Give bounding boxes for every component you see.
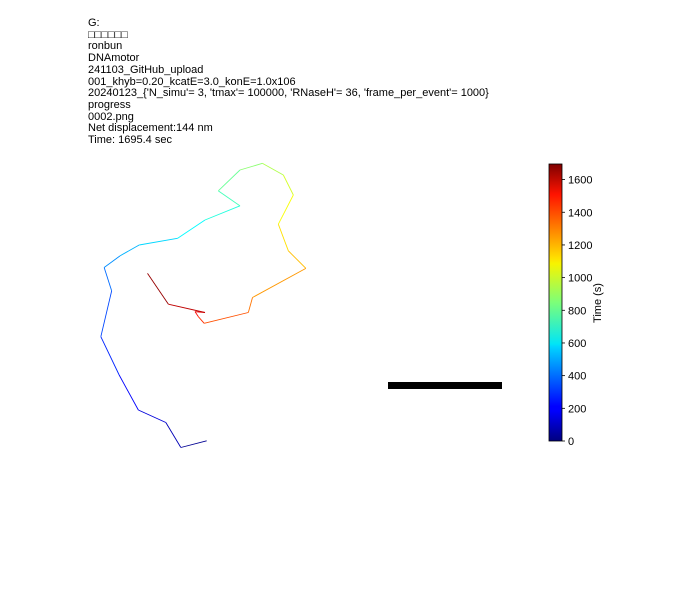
trajectory-segment [197,316,205,324]
trajectory-segment [204,312,249,324]
trajectory-segment [118,374,139,411]
trajectory-segment [180,440,207,448]
trajectory-segment [218,169,241,192]
header-line: 0002.png [88,110,134,123]
colorbar-tick-label: 200 [568,403,586,415]
colorbar-tick-label: 1000 [568,273,592,285]
net-displacement-text: Net displacement:144 nm [88,122,213,135]
trajectory-segment [103,267,113,291]
header-line: progress [88,98,131,111]
scale-bar [388,382,502,389]
trajectory-segment [177,219,206,239]
trajectory-segment [218,190,241,207]
header-line: DNAmotor [88,52,140,65]
header-line: 241103_GitHub_upload [88,63,204,76]
trajectory-segment [194,311,199,317]
trajectory-segment [119,244,140,257]
colorbar-tick-label: 0 [568,436,574,448]
trajectory-segment [277,194,294,225]
header-line: 001_khyb=0.20_kcatE=3.0_konE=1.0x106 [88,75,296,88]
trajectory-segment [100,336,120,376]
trajectory-segment [239,162,263,171]
colorbar-tick-label: 400 [568,371,586,383]
trajectory-segment [147,273,169,305]
colorbar-tick-label: 800 [568,305,586,317]
header-line: ronbun [88,40,123,53]
trajectory-segment [282,174,294,196]
colorbar-ticks: 0 200 400 600 800 1000 1200 1400 1600 [562,175,592,448]
colorbar-gradient [548,163,563,442]
trajectory-segment [139,237,178,246]
colorbar-label: Time (s) [592,283,604,323]
trajectory-segment [277,224,289,251]
trajectory-segment [103,255,121,268]
trajectory-segment [168,303,206,313]
trajectory-segment [204,205,241,221]
header-line: G: [88,17,100,29]
trajectory-path [100,162,307,448]
trajectory-segment [262,162,284,176]
trajectory-segment [138,409,167,423]
figure-header: G: □□□□□□ ronbun DNAmotor 241103_GitHub_… [88,17,489,147]
colorbar-tick-label: 1400 [568,207,592,219]
trajectory-segment [165,422,182,448]
colorbar: 0 200 400 600 800 1000 1200 1400 1600 Time (s) [548,163,604,448]
colorbar-tick-label: 1600 [568,175,592,187]
trajectory-segment [288,250,307,269]
trajectory-segment [252,267,307,298]
header-line: □□□□□□ [88,28,128,41]
trajectory-segment [247,297,253,313]
colorbar-tick-label: 1200 [568,240,592,252]
header-line: 20240123_{'N_simu'= 3, 'tmax'= 100000, '… [88,87,489,100]
elapsed-time-text: Time: 1695.4 sec [88,134,172,147]
trajectory-segment [100,290,113,337]
colorbar-tick-label: 600 [568,338,586,350]
